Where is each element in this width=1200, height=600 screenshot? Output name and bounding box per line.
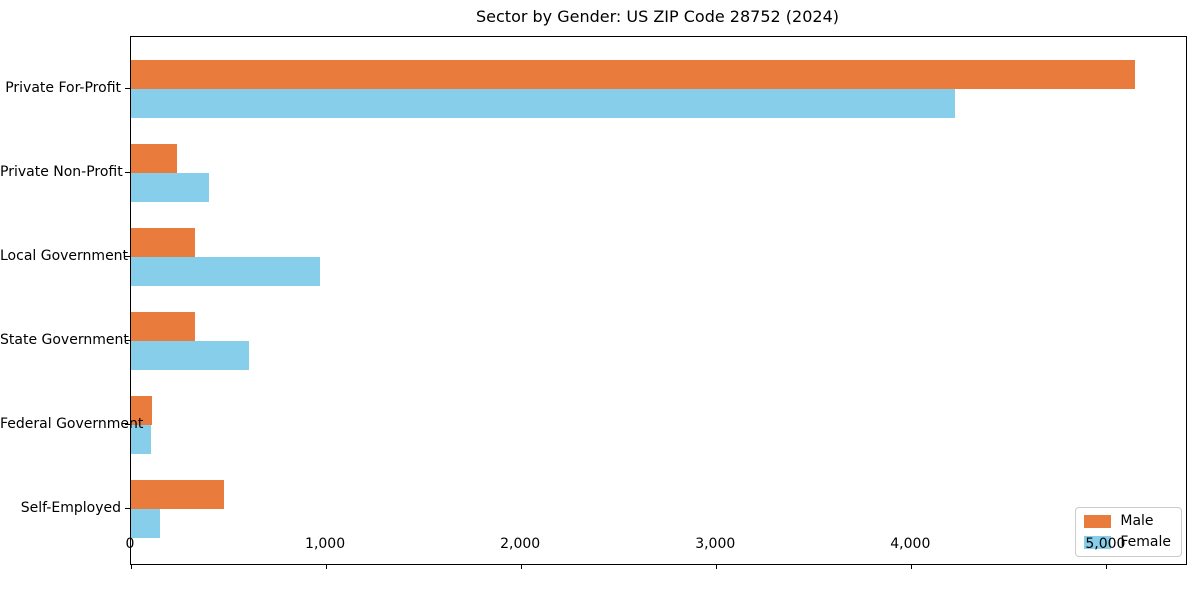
legend: Male Female xyxy=(1075,507,1182,557)
legend-item-male: Male xyxy=(1084,514,1171,529)
xtick-label-4000: 4,000 xyxy=(890,536,931,552)
bar-female-private-non-profit xyxy=(131,173,209,202)
xtick-label-2000: 2,000 xyxy=(500,536,541,552)
xtick-mark-0 xyxy=(130,564,132,569)
bar-male-private-for-profit xyxy=(131,60,1135,89)
xtick-mark-5000 xyxy=(1105,564,1107,569)
chart-title: Sector by Gender: US ZIP Code 28752 (202… xyxy=(476,7,839,26)
xtick-label-3000: 3,000 xyxy=(695,536,736,552)
legend-item-female: Female xyxy=(1084,535,1171,550)
bar-female-federal-government xyxy=(131,425,151,454)
plot-area: Male Female xyxy=(125,36,1187,569)
bar-male-federal-government xyxy=(131,396,152,425)
ytick-mark-private-non-profit xyxy=(125,172,130,173)
xtick-mark-4000 xyxy=(910,564,912,569)
ytick-mark-self-employed xyxy=(125,508,130,509)
xtick-mark-2000 xyxy=(520,564,522,569)
xtick-label-5000: 5,000 xyxy=(1085,536,1126,552)
xtick-label-1000: 1,000 xyxy=(305,536,346,552)
bar-female-local-government xyxy=(131,257,321,286)
bar-male-state-government xyxy=(131,312,196,341)
legend-label-male: Male xyxy=(1120,513,1154,529)
ytick-label-local-government: Local Government xyxy=(0,248,129,264)
legend-swatch-female xyxy=(1084,536,1112,549)
bar-female-private-for-profit xyxy=(131,89,956,118)
legend-swatch-male xyxy=(1084,515,1112,528)
bar-female-state-government xyxy=(131,341,249,370)
xtick-label-0: 0 xyxy=(125,536,135,552)
xtick-mark-1000 xyxy=(325,564,327,569)
bar-male-self-employed xyxy=(131,480,224,509)
ytick-label-private-non-profit: Private Non-Profit xyxy=(0,164,123,180)
ytick-mark-federal-government xyxy=(125,424,130,425)
ytick-label-state-government: State Government xyxy=(0,332,129,348)
ytick-mark-private-for-profit xyxy=(125,88,130,89)
bar-male-local-government xyxy=(131,228,196,257)
ytick-label-federal-government: Federal Government xyxy=(0,416,144,432)
ytick-mark-state-government xyxy=(125,340,130,341)
legend-label-female: Female xyxy=(1120,534,1171,550)
xtick-mark-3000 xyxy=(715,564,717,569)
ytick-label-private-for-profit: Private For-Profit xyxy=(5,80,121,96)
ytick-mark-local-government xyxy=(125,256,130,257)
ytick-label-self-employed: Self-Employed xyxy=(20,500,121,516)
bar-female-self-employed xyxy=(131,509,161,538)
bar-male-private-non-profit xyxy=(131,144,177,173)
